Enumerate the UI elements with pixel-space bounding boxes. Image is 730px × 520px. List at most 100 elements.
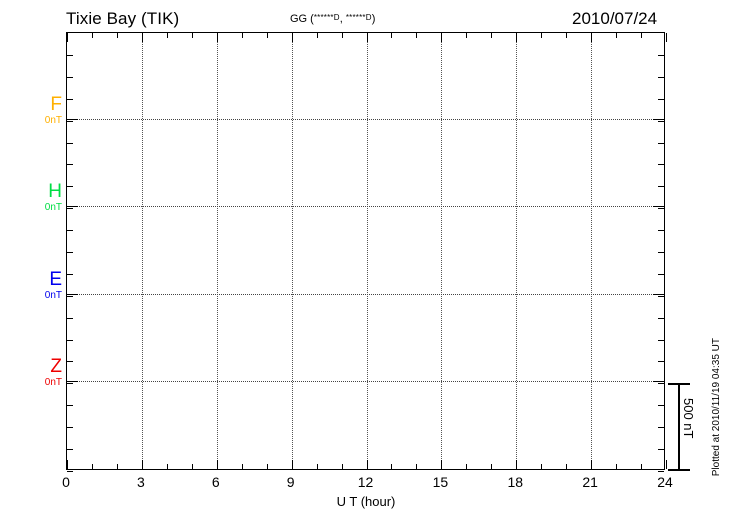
- x-tick-minor: [91, 464, 93, 469]
- x-tick-major: [291, 33, 293, 42]
- gridline-vertical: [441, 33, 443, 469]
- y-tick-minor: [67, 164, 73, 165]
- y-tick-minor: [67, 77, 73, 78]
- x-tick-minor: [341, 464, 343, 469]
- x-tick-major: [591, 460, 593, 469]
- x-tick-major: [67, 33, 68, 42]
- gridline-vertical: [366, 33, 368, 469]
- y-tick-minor: [67, 55, 73, 56]
- x-tick-minor: [241, 464, 243, 469]
- coordinate-longitude: ******D: [345, 13, 372, 22]
- y-tick-minor: [658, 252, 664, 253]
- x-tick-minor: [541, 33, 543, 38]
- x-tick-label: 0: [62, 474, 70, 490]
- y-tick-minor: [67, 318, 73, 319]
- y-tick-major: [653, 206, 664, 207]
- x-tick-minor: [166, 464, 168, 469]
- x-tick-major: [516, 33, 518, 42]
- y-tick-minor: [658, 383, 664, 384]
- x-tick-minor: [191, 464, 193, 469]
- x-tick-minor: [316, 464, 318, 469]
- gridline-vertical: [591, 33, 593, 469]
- x-tick-minor: [391, 33, 393, 38]
- y-tick-minor: [658, 361, 664, 362]
- scale-bar-label: 500 nT: [681, 398, 696, 439]
- y-tick-minor: [67, 449, 73, 450]
- coordinate-label: GG (******D, ******D): [290, 13, 376, 25]
- x-tick-major: [516, 460, 518, 469]
- x-tick-minor: [241, 33, 243, 38]
- x-tick-minor: [541, 464, 543, 469]
- y-tick-minor: [658, 208, 664, 209]
- y-tick-minor: [67, 471, 73, 472]
- y-tick-major: [653, 381, 664, 382]
- y-tick-minor: [658, 99, 664, 100]
- x-tick-minor: [616, 464, 618, 469]
- x-tick-major: [666, 460, 667, 469]
- x-tick-major: [67, 460, 68, 469]
- component-label-e: E 0nT: [20, 270, 62, 302]
- x-tick-minor: [566, 33, 568, 38]
- baseline-gridline-f: [67, 119, 664, 120]
- x-tick-minor: [466, 464, 468, 469]
- x-tick-minor: [491, 33, 493, 38]
- x-tick-major: [666, 33, 667, 42]
- y-tick-minor: [67, 252, 73, 253]
- x-tick-label: 18: [507, 474, 524, 490]
- y-tick-minor: [658, 55, 664, 56]
- component-letter-e: E: [49, 269, 62, 290]
- x-tick-label: 6: [211, 474, 220, 490]
- y-tick-minor: [658, 471, 664, 472]
- x-tick-minor: [91, 33, 93, 38]
- x-tick-minor: [616, 33, 618, 38]
- x-tick-label: 24: [657, 474, 673, 490]
- x-tick-label: 3: [136, 474, 145, 490]
- component-letter-f: F: [50, 94, 62, 115]
- y-tick-minor: [658, 230, 664, 231]
- x-tick-minor: [641, 464, 643, 469]
- x-tick-label: 9: [286, 474, 295, 490]
- y-tick-minor: [658, 77, 664, 78]
- x-tick-minor: [391, 464, 393, 469]
- y-tick-minor: [67, 383, 73, 384]
- component-label-z: Z 0nT: [20, 357, 62, 389]
- y-tick-major: [67, 294, 78, 295]
- x-tick-minor: [166, 33, 168, 38]
- y-tick-major: [67, 119, 78, 120]
- x-tick-minor: [641, 33, 643, 38]
- x-tick-label: 12: [357, 474, 374, 490]
- component-baseline-f: 0nT: [44, 115, 62, 126]
- y-tick-minor: [67, 427, 73, 428]
- y-tick-minor: [67, 186, 73, 187]
- baseline-gridline-z: [67, 381, 664, 382]
- x-tick-label: 21: [582, 474, 598, 490]
- x-tick-minor: [266, 464, 268, 469]
- date-label: 2010/07/24: [572, 9, 658, 28]
- y-tick-minor: [658, 164, 664, 165]
- x-tick-major: [291, 460, 293, 469]
- y-tick-minor: [658, 449, 664, 450]
- x-tick-major: [441, 460, 443, 469]
- y-tick-minor: [67, 208, 73, 209]
- y-tick-minor: [658, 143, 664, 144]
- plot-area: [66, 32, 667, 472]
- x-tick-minor: [191, 33, 193, 38]
- coordinate-latitude: ******D: [313, 13, 340, 22]
- component-letter-h: H: [48, 181, 62, 202]
- page-title: Tixie Bay (TIK): [66, 9, 180, 28]
- scale-bar: [678, 383, 680, 470]
- plotted-timestamp: Plotted at 2010/11/19 04:35 UT: [711, 338, 722, 477]
- x-tick-minor: [416, 464, 418, 469]
- x-tick-major: [216, 33, 218, 42]
- x-axis-title: U T (hour): [336, 494, 396, 509]
- y-tick-major: [653, 294, 664, 295]
- x-tick-major: [141, 33, 143, 42]
- x-tick-minor: [316, 33, 318, 38]
- y-tick-major: [67, 206, 78, 207]
- y-tick-minor: [658, 427, 664, 428]
- component-letter-z: Z: [50, 356, 62, 377]
- y-tick-minor: [67, 230, 73, 231]
- x-tick-minor: [466, 33, 468, 38]
- x-tick-minor: [416, 33, 418, 38]
